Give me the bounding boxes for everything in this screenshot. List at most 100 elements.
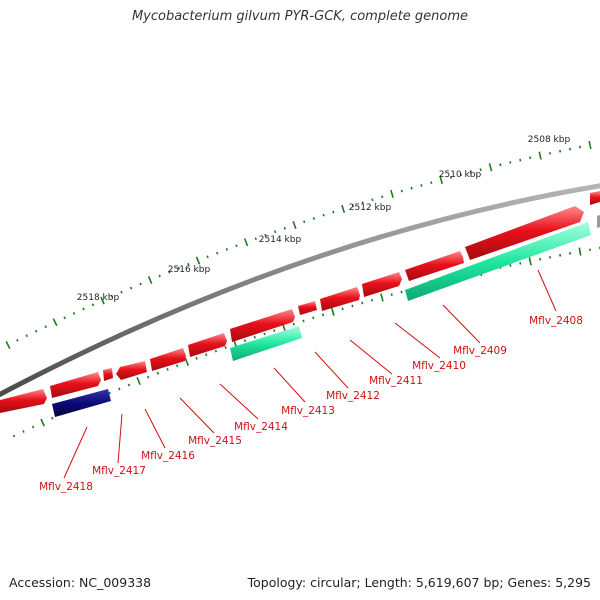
gene-labels: Mflv_2408 Mflv_2409 Mflv_2410 Mflv_2411 … bbox=[39, 315, 583, 493]
scale-tick-minor bbox=[34, 329, 38, 333]
scale-tick-minor bbox=[519, 158, 522, 162]
scale-tick-major bbox=[390, 189, 394, 198]
gene-label-mflv-2414: Mflv_2414 bbox=[234, 421, 288, 433]
gene-label-mflv-2409: Mflv_2409 bbox=[453, 345, 507, 357]
inner-tick-minor bbox=[370, 298, 374, 302]
gene-2408-rev bbox=[405, 222, 591, 301]
scale-tick-major bbox=[243, 238, 249, 247]
scale-tick-minor bbox=[273, 230, 277, 234]
inner-tick-minor bbox=[205, 353, 208, 357]
inner-tick-minor bbox=[156, 371, 160, 375]
gene-label-mflv-2412: Mflv_2412 bbox=[326, 390, 380, 402]
inner-tick-major bbox=[528, 257, 532, 266]
scale-tick-minor bbox=[44, 325, 47, 329]
gene-2418-arrow bbox=[50, 372, 101, 398]
scale-tick-minor bbox=[430, 181, 433, 185]
gene-label-mflv-2417: Mflv_2417 bbox=[92, 465, 146, 477]
gene-2413-rev bbox=[230, 326, 302, 361]
inner-tick-minor bbox=[224, 346, 227, 349]
genome-summary-text: Topology: circular; Length: 5,619,607 bp… bbox=[247, 575, 591, 590]
inner-tick-minor bbox=[127, 383, 131, 387]
inner-tick-minor bbox=[263, 332, 266, 336]
scale-tick-minor bbox=[129, 286, 133, 290]
inner-tick-minor bbox=[147, 375, 150, 379]
scale-tick-major bbox=[588, 140, 592, 150]
inner-tick-minor bbox=[519, 262, 522, 265]
scale-tick-minor bbox=[25, 334, 29, 338]
scale-tick-minor bbox=[303, 220, 306, 224]
gene-2410-arrow bbox=[362, 272, 402, 297]
gene-label-mflv-2408: Mflv_2408 bbox=[529, 315, 583, 327]
inner-tick-minor bbox=[273, 329, 276, 332]
scale-tick-minor bbox=[410, 186, 413, 190]
scale-tick-minor bbox=[63, 316, 66, 320]
scale-tick-minor bbox=[235, 244, 238, 248]
scale-label-2518: 2518 kbp bbox=[77, 293, 120, 303]
gene-2407-arrow bbox=[590, 191, 600, 205]
inner-tick-minor bbox=[292, 322, 295, 326]
scale-tick-minor bbox=[332, 210, 335, 214]
scale-tick-minor bbox=[381, 195, 384, 199]
scale-tick-minor bbox=[449, 175, 453, 179]
inner-tick-minor bbox=[166, 368, 169, 371]
scale-label-2512: 2512 kbp bbox=[349, 203, 392, 213]
inner-tick-minor bbox=[341, 307, 344, 311]
scale-label-2510: 2510 kbp bbox=[439, 170, 482, 180]
scale-tick-minor bbox=[72, 311, 76, 315]
gene-label-mflv-2416: Mflv_2416 bbox=[141, 450, 195, 462]
map-title: Mycobacterium gilvum PYR-GCK, complete g… bbox=[131, 9, 469, 24]
scale-label-2514: 2514 kbp bbox=[259, 235, 302, 245]
scale-tick-minor bbox=[361, 201, 364, 205]
gene-2414-arrow bbox=[188, 333, 227, 357]
gene-2419-arrow bbox=[0, 389, 47, 413]
inner-tick-minor bbox=[118, 387, 121, 391]
scale-label-2516: 2516 kbp bbox=[168, 265, 211, 275]
scale-tick-minor bbox=[312, 217, 316, 220]
inner-tick-minor bbox=[22, 430, 25, 433]
label-leaders bbox=[63, 269, 557, 479]
scale-tick-major bbox=[5, 341, 11, 349]
inner-tick-minor bbox=[195, 356, 198, 360]
gene-2411-arrow bbox=[320, 287, 360, 311]
scale-tick-minor bbox=[264, 233, 267, 237]
scale-tick-minor bbox=[351, 204, 354, 208]
scale-tick-minor bbox=[168, 270, 171, 274]
scale-tick-minor bbox=[400, 189, 403, 193]
scale-tick-major bbox=[292, 220, 297, 230]
gene-2413-arrow bbox=[230, 309, 295, 342]
inner-tick-minor bbox=[50, 416, 54, 420]
inner-tick-minor bbox=[253, 335, 256, 339]
scale-tick-minor bbox=[529, 156, 532, 160]
inner-tick-minor bbox=[559, 253, 562, 257]
gene-label-mflv-2418: Mflv_2418 bbox=[39, 481, 93, 493]
scale-tick-major bbox=[100, 296, 105, 305]
scale-label-2508: 2508 kbp bbox=[528, 135, 571, 145]
scale-labels: 2508 kbp 2510 kbp 2512 kbp 2514 kbp 2516… bbox=[77, 135, 571, 303]
scale-tick-minor bbox=[371, 198, 374, 202]
scale-tick-minor bbox=[559, 149, 562, 153]
gene-2409-arrow bbox=[405, 251, 464, 281]
scale-tick-minor bbox=[459, 173, 462, 177]
scale-tick-minor bbox=[322, 213, 325, 217]
inner-tick-minor bbox=[321, 313, 325, 317]
scale-tick-minor bbox=[225, 247, 229, 251]
gene-label-mflv-2411: Mflv_2411 bbox=[369, 375, 423, 387]
scale-tick-minor bbox=[469, 170, 472, 174]
inner-tick-minor bbox=[361, 301, 364, 305]
gene-2418-rev bbox=[52, 389, 111, 417]
scale-tick-major bbox=[52, 318, 58, 327]
inner-tick-minor bbox=[351, 304, 354, 308]
scale-tick-minor bbox=[499, 163, 502, 167]
scale-tick-major bbox=[341, 204, 346, 213]
scale-tick-minor bbox=[110, 294, 114, 298]
gene-2416-arrow bbox=[116, 361, 147, 380]
inner-tick-minor bbox=[12, 434, 16, 438]
scale-tick-minor bbox=[216, 251, 219, 255]
scale-tick-minor bbox=[91, 303, 95, 307]
inner-tick-minor bbox=[400, 290, 403, 294]
inner-tick-major bbox=[578, 247, 582, 256]
inner-tick-major bbox=[40, 418, 46, 427]
inner-tick-minor bbox=[302, 319, 305, 323]
scale-ticks bbox=[5, 140, 592, 349]
